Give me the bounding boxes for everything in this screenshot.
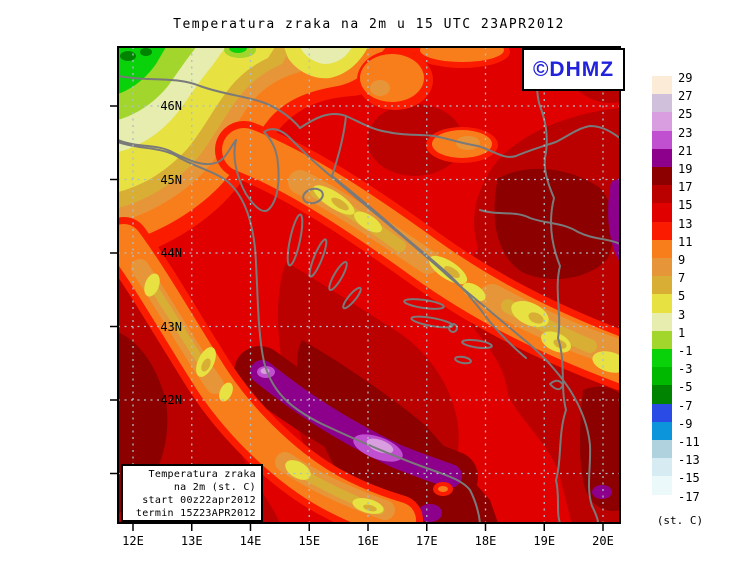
map-frame: [117, 46, 621, 524]
axis-ticks: [110, 105, 604, 531]
grid-lines: [118, 47, 620, 523]
colorbar-unit-label: (st. C): [656, 514, 704, 527]
dhmz-watermark-box: ©DHMZ: [522, 48, 625, 91]
page-title: Temperatura zraka na 2m u 15 UTC 23APR20…: [173, 17, 565, 32]
legend-line-4: termin 15Z23APR2012: [135, 508, 256, 519]
legend-line-1: Temperatura zraka: [148, 469, 256, 480]
legend-box: Temperatura zraka na 2m (st. C) start 00…: [121, 464, 263, 522]
lat-tick-label: 46N: [160, 99, 182, 113]
lat-tick-label: 45N: [160, 172, 182, 187]
temperature-field: [118, 47, 620, 523]
lat-tick-label: 43N: [160, 319, 182, 334]
lat-tick-label: 42N: [160, 393, 182, 407]
lat-tick-label: 44N: [160, 246, 182, 260]
legend-line-3: start 00z22apr2012: [142, 495, 256, 506]
latitude-axis: 46N45N44N43N42N41N: [74, 0, 182, 582]
legend-line-2: na 2m (st. C): [173, 482, 256, 493]
country-borders: [118, 49, 620, 523]
dhmz-logo-text: ©DHMZ: [532, 57, 615, 81]
coastlines: [118, 128, 599, 523]
